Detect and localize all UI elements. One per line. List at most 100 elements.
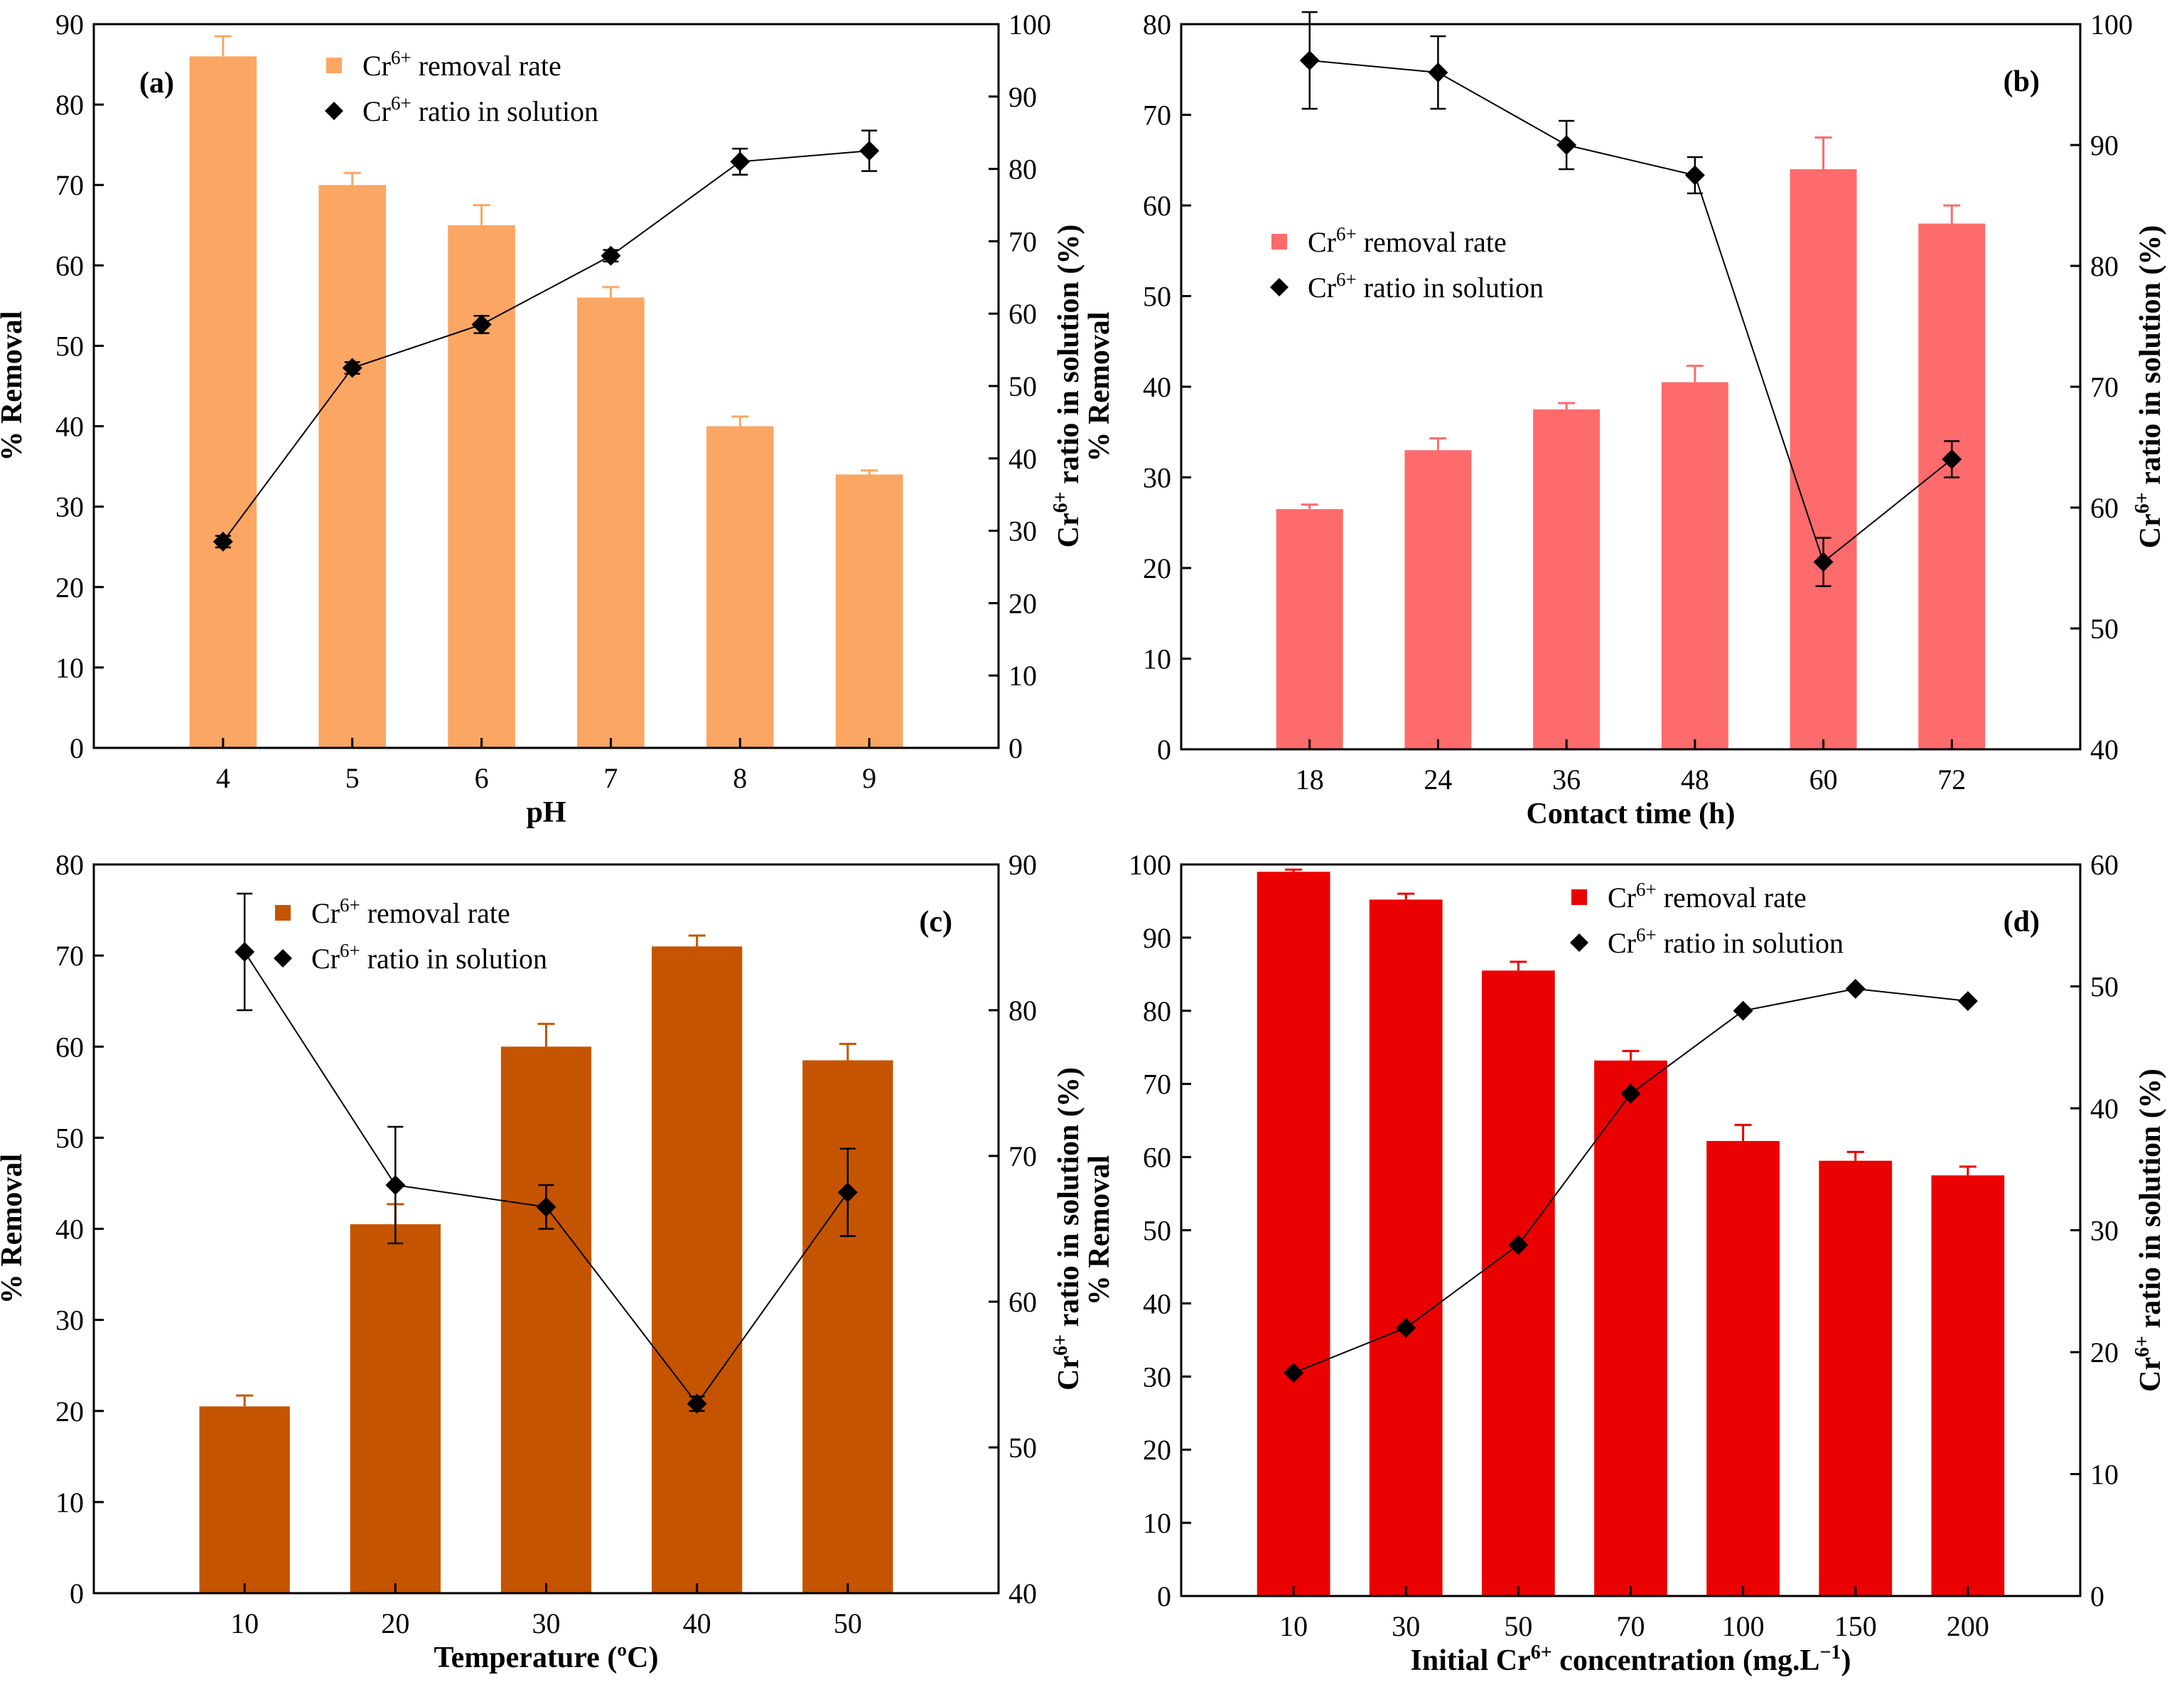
- legend-text-part: Cr: [311, 897, 340, 929]
- legend-bar-swatch: [275, 905, 291, 921]
- x-tick-label: 200: [1947, 1610, 1989, 1642]
- x-tick-label: 36: [1552, 764, 1581, 796]
- bar-200: [1931, 1175, 2005, 1596]
- legend-bar-swatch: [326, 58, 342, 73]
- x-tick-label: 50: [834, 1607, 862, 1639]
- point-30: [1396, 1317, 1416, 1338]
- bar-4: [189, 56, 257, 748]
- point-70: [1620, 1083, 1641, 1104]
- x-axis-title-sup: 6+: [1531, 1642, 1552, 1664]
- point-5: [342, 358, 362, 378]
- legend-bar-swatch: [1571, 889, 1587, 905]
- x-tick-label: 70: [1617, 1610, 1645, 1642]
- right-tick-label: 50: [1008, 1432, 1037, 1464]
- x-tick-label: 60: [1809, 764, 1838, 796]
- bar-6: [448, 225, 515, 748]
- x-axis-title: Temperature (ºC): [434, 1642, 659, 1674]
- left-tick-label: 90: [55, 9, 84, 41]
- right-axis-title-part: Cr: [1053, 1356, 1085, 1391]
- x-tick-label: 24: [1424, 764, 1452, 796]
- legend-text-part: ratio in solution: [360, 943, 547, 975]
- right-tick-label: 100: [2090, 9, 2133, 41]
- bar-5: [318, 185, 386, 748]
- left-tick-label: 20: [55, 572, 84, 604]
- bar-60: [1790, 169, 1857, 749]
- left-tick-label: 100: [1129, 849, 1171, 881]
- panel-tag: (d): [2003, 906, 2040, 938]
- bar-72: [1918, 223, 1986, 749]
- x-tick-label: 6: [475, 762, 489, 794]
- right-axis-title: Cr6+ ratio in solution (%): [1050, 225, 1085, 548]
- point-72: [1942, 449, 1962, 469]
- x-tick-label: 8: [733, 762, 747, 794]
- bar-50: [802, 1060, 893, 1593]
- bar-18: [1276, 509, 1343, 749]
- right-axis-title-sup: 6+: [1050, 1334, 1072, 1356]
- x-axis-title: Initial Cr6+ concentration (mg.L−1): [1411, 1642, 1851, 1677]
- point-40: [687, 1393, 707, 1414]
- x-tick-label: 30: [1392, 1610, 1420, 1642]
- bar-7: [577, 297, 645, 749]
- left-tick-label: 70: [1143, 1069, 1171, 1100]
- right-tick-label: 80: [1008, 995, 1037, 1027]
- chart-panel-4: 0 10 20 30 40 50 60 70 80 90 100 0 10 20 30 40 50 60 10 30 5…: [1083, 849, 2167, 1677]
- left-tick-label: 80: [1143, 995, 1171, 1027]
- point-4: [213, 531, 233, 552]
- right-tick-label: 60: [2090, 492, 2119, 524]
- left-tick-label: 90: [1143, 922, 1171, 954]
- legend-text-part: Cr: [1308, 272, 1336, 304]
- panel-tag: (a): [139, 67, 174, 100]
- legend-text-sup: 6+: [1636, 879, 1657, 900]
- right-axis-title-part: Cr: [2134, 513, 2167, 548]
- right-tick-label: 60: [1008, 298, 1037, 330]
- x-tick-label: 4: [216, 762, 230, 794]
- legend-text-sup: 6+: [340, 894, 360, 916]
- left-tick-label: 0: [1157, 1580, 1171, 1612]
- x-axis-title-sup: −1: [1819, 1642, 1841, 1664]
- right-tick-label: 40: [2090, 1093, 2119, 1125]
- legend-text-sup: 6+: [1336, 223, 1357, 245]
- bar-9: [835, 474, 903, 748]
- right-axis-title-part: ratio in solution (%): [2134, 1069, 2167, 1336]
- bar-150: [1819, 1160, 1893, 1596]
- right-tick-label: 50: [1008, 370, 1037, 402]
- bar-24: [1404, 450, 1472, 749]
- left-tick-label: 60: [55, 1031, 84, 1063]
- right-axis-title: Cr6+ ratio in solution (%): [2131, 225, 2167, 549]
- legend-bar-swatch: [1271, 234, 1287, 250]
- bar-48: [1661, 382, 1728, 749]
- point-9: [859, 141, 880, 161]
- x-tick-label: 48: [1681, 764, 1709, 796]
- right-axis-title-sup: 6+: [2131, 1336, 2153, 1357]
- left-tick-label: 0: [1157, 734, 1171, 766]
- bar-20: [350, 1224, 441, 1593]
- bar-40: [652, 946, 743, 1593]
- bar-30: [1369, 899, 1443, 1596]
- legend-text-sup: 6+: [340, 940, 360, 961]
- legend-text-sup: 6+: [391, 47, 411, 68]
- legend-text-sup: 6+: [391, 92, 411, 114]
- left-tick-label: 0: [70, 732, 84, 764]
- left-tick-label: 40: [1143, 371, 1171, 403]
- right-axis-title-part: Cr: [2134, 1357, 2167, 1392]
- left-tick-label: 20: [1143, 552, 1171, 584]
- legend-text-part: Cr: [1608, 927, 1636, 959]
- left-tick-label: 30: [1143, 462, 1171, 494]
- point-24: [1428, 63, 1448, 82]
- x-tick-label: 18: [1296, 764, 1324, 796]
- panel-tag: (b): [2003, 65, 2040, 98]
- legend-text-part: removal rate: [360, 897, 510, 929]
- x-tick-label: 5: [345, 762, 360, 794]
- left-tick-label: 50: [1143, 281, 1171, 313]
- point-100: [1733, 1000, 1753, 1021]
- x-tick-label: 50: [1504, 1610, 1532, 1642]
- legend-text-part: removal rate: [1657, 882, 1807, 914]
- right-tick-label: 40: [1008, 1578, 1037, 1610]
- left-tick-label: 60: [1143, 1142, 1171, 1174]
- right-axis-title-sup: 6+: [1050, 491, 1072, 513]
- x-tick-label: 10: [230, 1607, 259, 1639]
- point-20: [385, 1175, 406, 1195]
- panel-tag: (c): [919, 906, 952, 938]
- x-tick-label: 40: [683, 1607, 711, 1639]
